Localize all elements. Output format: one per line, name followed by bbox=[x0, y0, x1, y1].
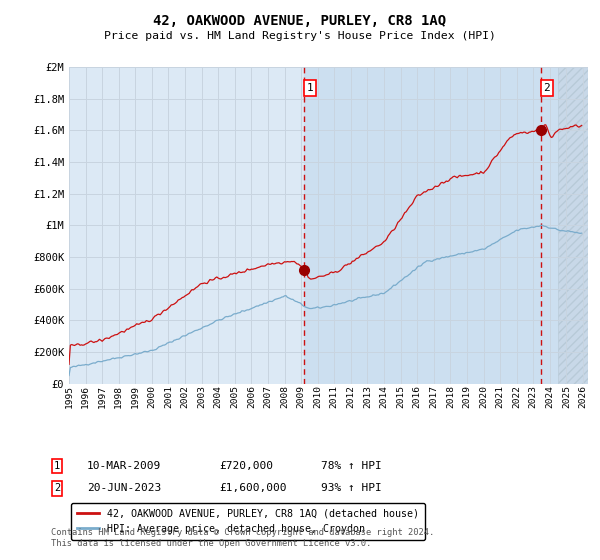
Text: Contains HM Land Registry data © Crown copyright and database right 2024.
This d: Contains HM Land Registry data © Crown c… bbox=[51, 528, 434, 548]
Text: 20-JUN-2023: 20-JUN-2023 bbox=[87, 483, 161, 493]
Text: 78% ↑ HPI: 78% ↑ HPI bbox=[321, 461, 382, 471]
Bar bbox=[304, 67, 558, 384]
Bar bbox=[558, 67, 592, 384]
Text: 2: 2 bbox=[54, 483, 60, 493]
Text: 1: 1 bbox=[307, 83, 314, 93]
Text: 93% ↑ HPI: 93% ↑ HPI bbox=[321, 483, 382, 493]
Text: £1,600,000: £1,600,000 bbox=[219, 483, 287, 493]
Text: 10-MAR-2009: 10-MAR-2009 bbox=[87, 461, 161, 471]
Text: 42, OAKWOOD AVENUE, PURLEY, CR8 1AQ: 42, OAKWOOD AVENUE, PURLEY, CR8 1AQ bbox=[154, 14, 446, 28]
Text: 1: 1 bbox=[54, 461, 60, 471]
Text: 2: 2 bbox=[544, 83, 550, 93]
Text: Price paid vs. HM Land Registry's House Price Index (HPI): Price paid vs. HM Land Registry's House … bbox=[104, 31, 496, 41]
Legend: 42, OAKWOOD AVENUE, PURLEY, CR8 1AQ (detached house), HPI: Average price, detach: 42, OAKWOOD AVENUE, PURLEY, CR8 1AQ (det… bbox=[71, 503, 425, 540]
Text: £720,000: £720,000 bbox=[219, 461, 273, 471]
